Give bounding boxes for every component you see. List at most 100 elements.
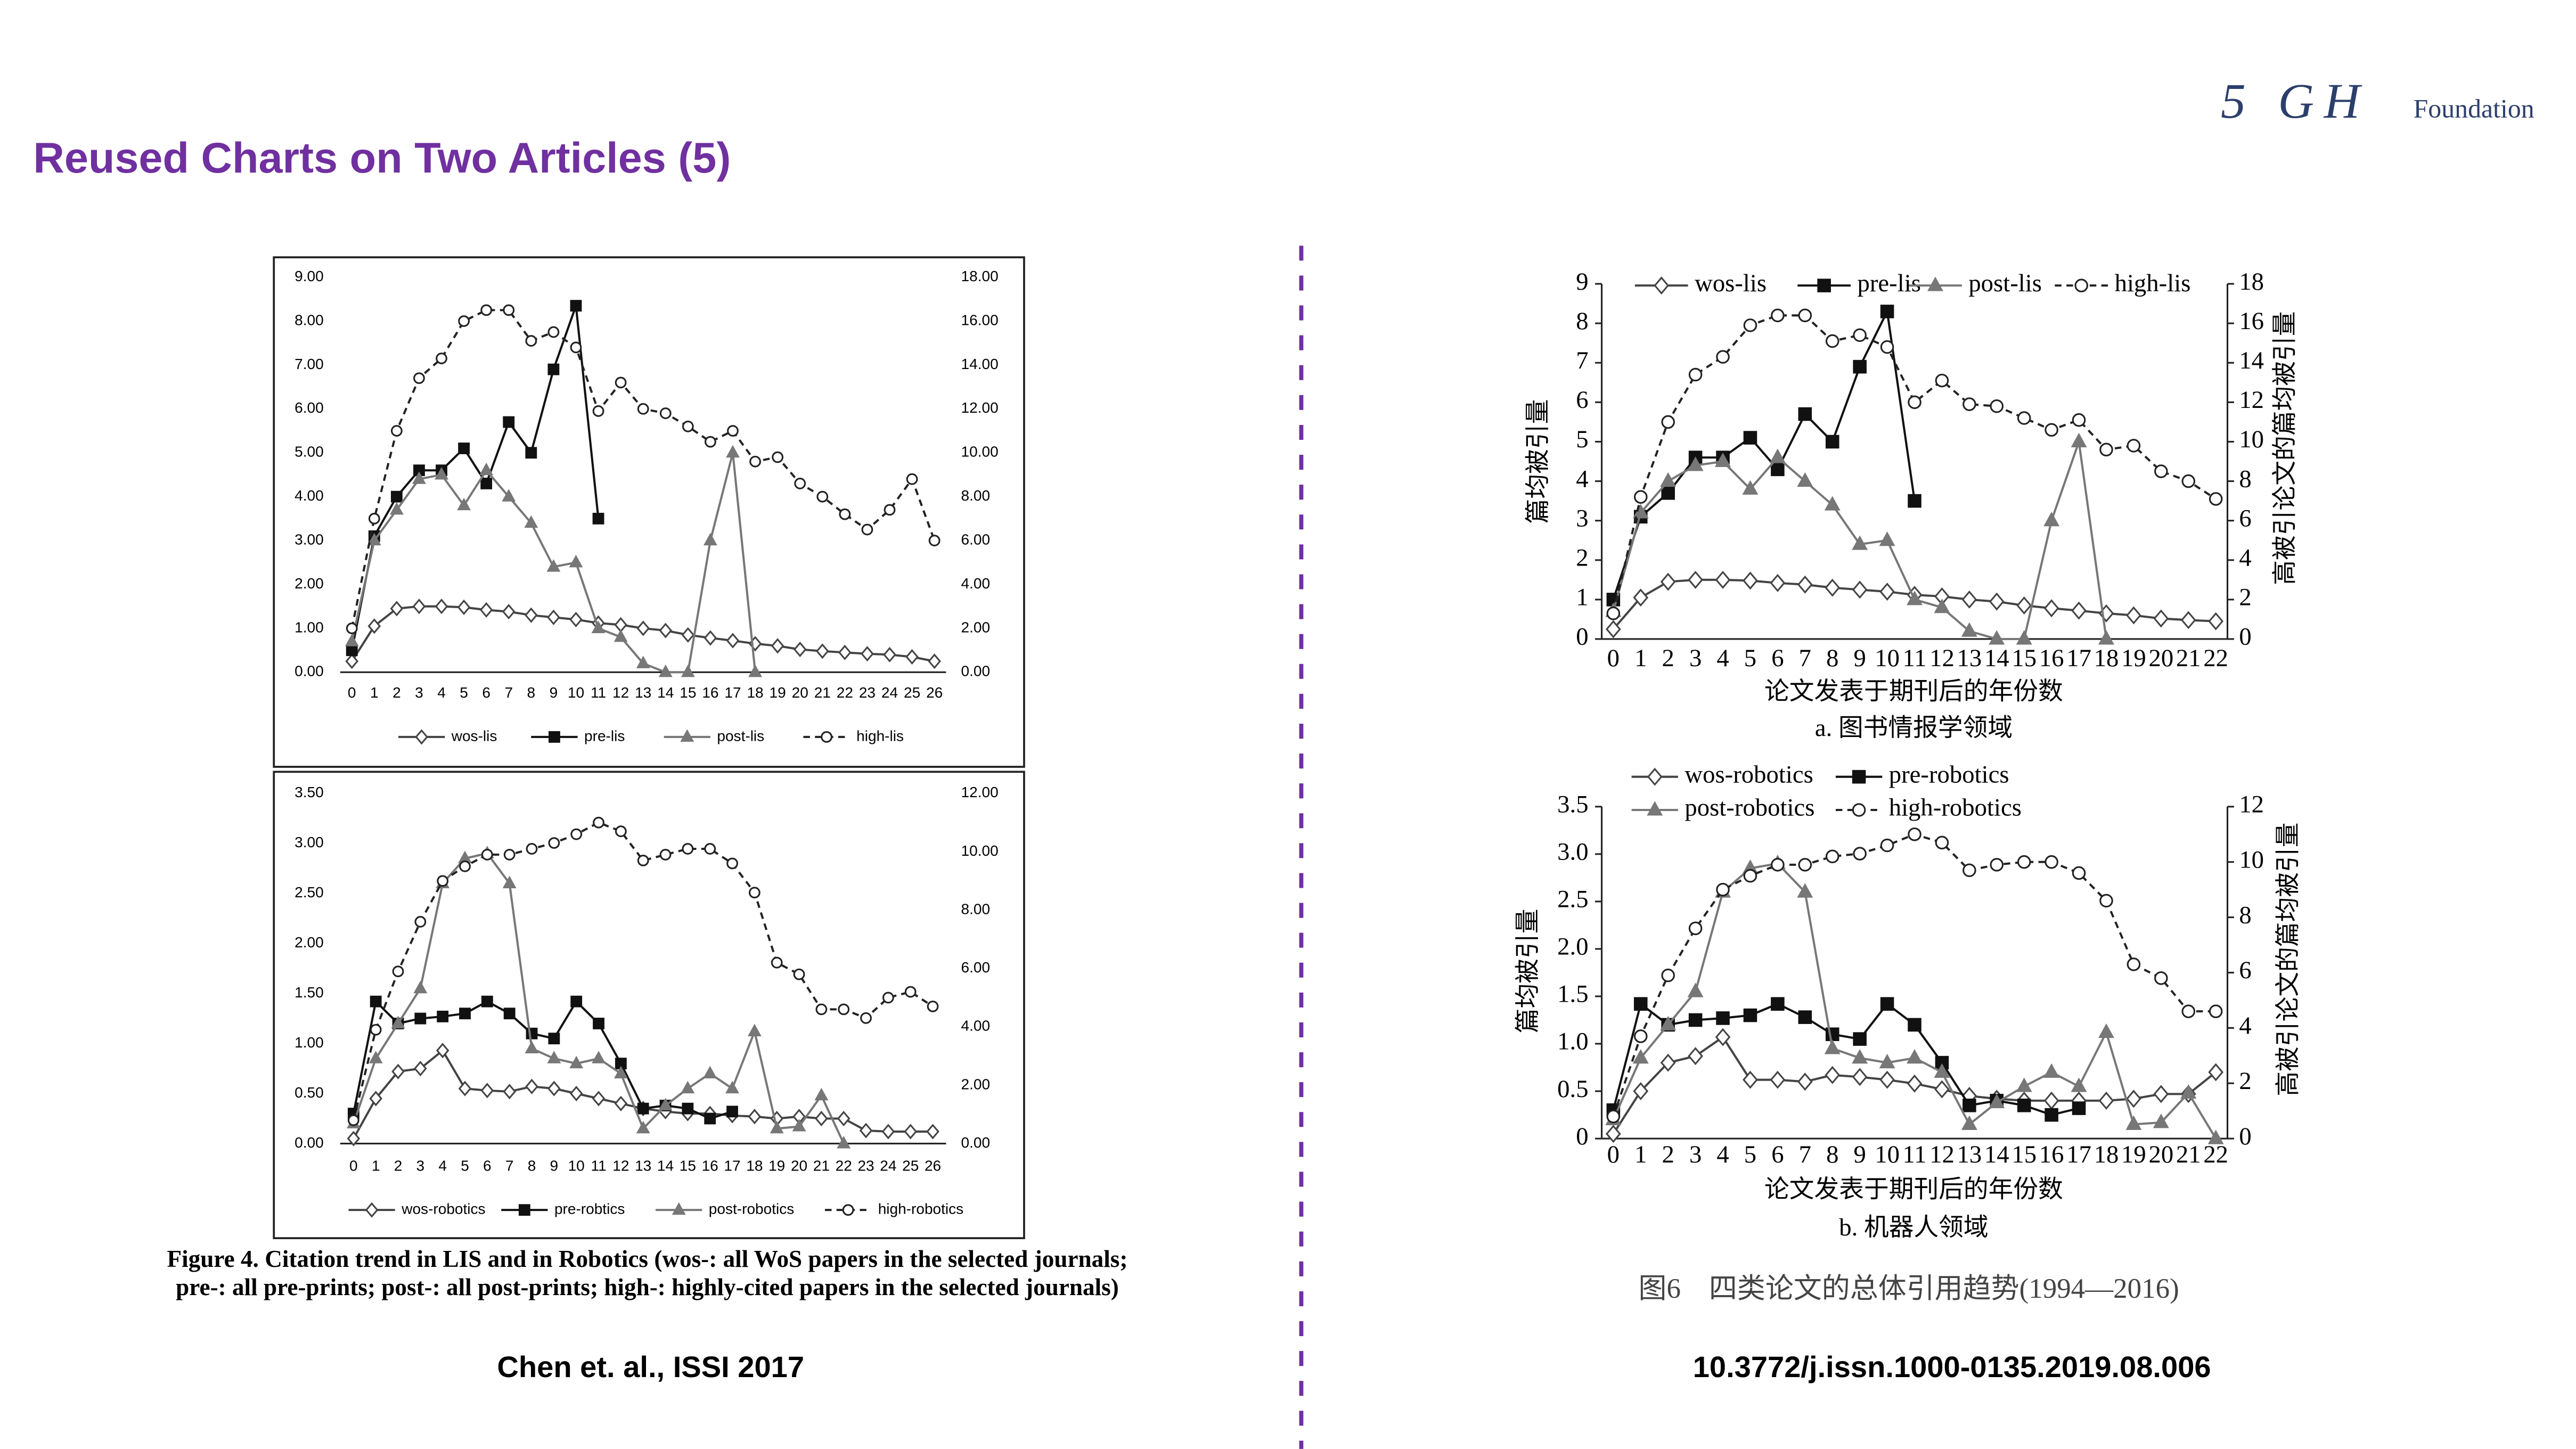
triangle-marker [569,554,583,568]
diamond-marker [592,1091,606,1107]
triangle-marker [1934,599,1950,613]
circle-marker [346,623,358,634]
square-marker [637,1102,649,1115]
legend-marker [365,1202,379,1218]
x-tick-label: 11 [591,684,606,701]
circle-marker [838,1003,850,1016]
triangle-marker [1879,531,1895,546]
legend-marker [1647,767,1663,786]
diamond-marker [1743,571,1758,590]
y-tick-label: 0 [1576,623,1588,651]
triangle-marker [2098,1023,2114,1038]
y-tick-label: 0.00 [961,663,991,680]
square-marker [592,512,604,525]
triangle-marker [1961,1115,1977,1130]
triangle-marker [1852,1049,1868,1064]
circle-marker [526,843,538,855]
triangle-marker [412,471,426,484]
square-marker [459,1008,471,1020]
y-tick-label: 3.0 [1557,838,1588,866]
y-tick-label: 0 [1576,1123,1588,1150]
circle-marker [794,478,806,489]
diamond-marker [547,1080,561,1096]
x-tick-label: 0 [348,684,356,701]
x-tick-label: 22 [2203,644,2228,672]
legend-label: pre-robtics [554,1201,625,1217]
circle-marker [659,407,672,419]
circle-marker [884,504,896,516]
diamond-marker [435,599,448,615]
triangle-marker [614,1066,628,1078]
circle-marker [816,490,829,503]
x-tick-label: 12 [612,1157,629,1174]
x-tick-label: 19 [768,1157,785,1174]
square-marker [503,1008,516,1020]
circle-marker [839,508,851,520]
diamond-marker [458,1080,472,1096]
y-tick-label: 1.5 [1557,980,1588,1008]
y-tick-label: 1.0 [1557,1028,1588,1055]
diamond-marker [2153,609,2169,628]
diamond-marker [525,1078,538,1094]
x-tick-label: 9 [550,1157,559,1174]
y-tick-label: 2 [2239,1067,2251,1095]
square-marker [1771,462,1785,477]
diamond-marker [1633,588,1649,607]
triangle-marker [1632,1049,1649,1064]
y-tick-label: 7 [1576,347,1588,374]
x-tick-label: 8 [1826,644,1838,672]
triangle-marker [1660,472,1677,487]
figure-caption: pre-: all pre-prints; post-: all post-pr… [176,1274,1119,1300]
legend-label: high-robotics [878,1201,963,1217]
square-marker [1798,1010,1812,1024]
diamond-marker [345,653,359,669]
diamond-marker [367,618,381,634]
y-tick-label: 0.00 [961,1134,991,1151]
diamond-marker [926,1124,939,1140]
x-tick-label: 22 [2203,1141,2228,1168]
x-tick-label: 7 [1799,1141,1811,1168]
y-tick-label: 6 [2239,956,2251,984]
x-tick-label: 15 [2011,1141,2037,1168]
diamond-marker [1907,1074,1923,1093]
circle-marker [1634,1029,1648,1043]
y-tick-label: 1.00 [295,619,324,635]
circle-marker [704,843,716,855]
x-tick-label: 5 [461,1157,469,1174]
circle-marker [659,849,672,861]
square-marker [480,478,493,489]
circle-marker [2072,866,2086,880]
x-tick-label: 1 [1634,644,1647,672]
triangle-marker [2043,511,2060,527]
circle-marker [593,816,604,829]
series-line [1612,314,2217,614]
legend-marker [821,731,832,743]
x-tick-label: 14 [1984,1141,2009,1168]
slide-title: Reused Charts on Two Articles (5) [33,134,731,182]
y-tick-label: 0 [2239,1123,2251,1150]
diamond-marker [815,1110,828,1127]
x-tick-label: 5 [1744,1141,1756,1168]
y-tick-label: 8.00 [961,900,991,917]
x-tick-label: 8 [1826,1141,1838,1168]
circle-marker [2099,443,2113,457]
circle-marker [1771,308,1785,323]
triangle-marker [681,1080,695,1094]
x-tick-label: 9 [550,684,558,701]
square-marker [1880,305,1894,318]
diamond-marker [414,1060,427,1077]
x-tick-label: 7 [1799,644,1811,672]
circle-marker [392,965,404,978]
x-tick-label: 18 [2094,644,2119,672]
triangle-marker [345,634,359,646]
circle-marker [906,473,918,485]
square-marker [726,1106,738,1118]
x-tick-label: 12 [1929,1141,1955,1168]
y-tick-label: 0.5 [1557,1075,1588,1103]
x-tick-label: 22 [837,684,853,701]
diamond-marker [928,653,941,669]
x-tick-label: 6 [1771,644,1784,672]
x-tick-label: 8 [527,684,536,701]
triangle-marker [770,1120,784,1134]
